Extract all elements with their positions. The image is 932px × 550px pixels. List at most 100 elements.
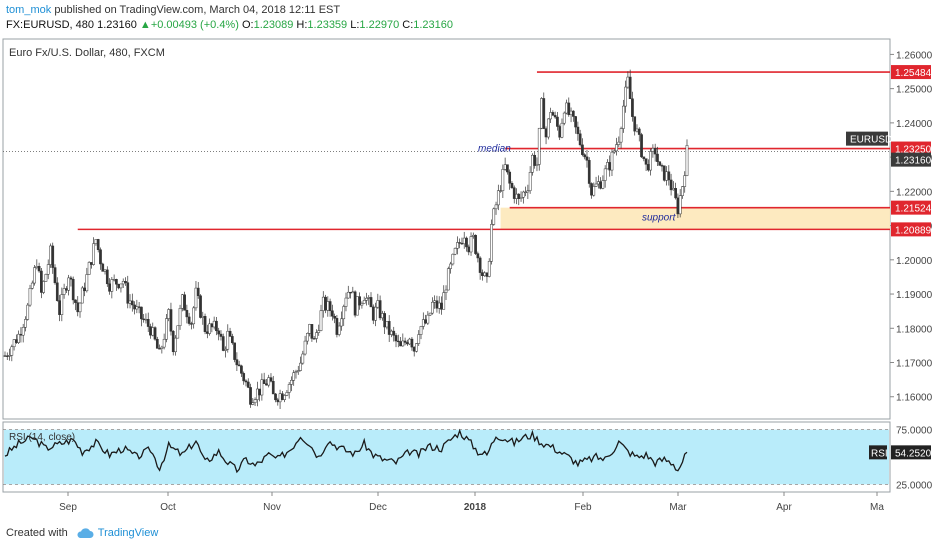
candle-body — [631, 98, 634, 117]
candle-body — [276, 399, 280, 403]
candle-body — [321, 296, 325, 311]
publish-info: tom_mok published on TradingView.com, Ma… — [6, 4, 340, 16]
candle-body — [99, 249, 102, 265]
candle-body — [624, 86, 627, 107]
candle-body — [431, 301, 434, 314]
candle-body — [331, 310, 334, 317]
candle-body — [37, 266, 41, 272]
candle-body — [42, 281, 45, 293]
candle-body — [201, 316, 205, 318]
candle-body — [581, 144, 584, 155]
price-level-tag-label: 1.20889 — [895, 225, 932, 236]
y-tick-label: 1.17000 — [896, 359, 932, 370]
current-price-tag — [891, 152, 931, 167]
candle-body — [456, 242, 459, 249]
candle-body — [392, 330, 396, 336]
candle-body — [12, 339, 16, 348]
candle-body — [101, 263, 105, 272]
candle-body — [476, 253, 480, 259]
candle-body — [340, 318, 343, 327]
candle-body — [280, 393, 284, 400]
high-label: H: — [296, 19, 308, 31]
symbol-label: FX:EURUSD, 480 — [6, 19, 95, 31]
candle-body — [105, 269, 109, 285]
candle-body — [628, 76, 632, 100]
support-zone — [500, 207, 890, 230]
price-chart[interactable]: Euro Fx/U.S. Dollar, 480, FXCM support me… — [0, 36, 932, 522]
candle-body — [8, 355, 11, 357]
candle-body — [249, 387, 252, 405]
candle-body — [612, 150, 616, 153]
candle-body — [96, 239, 100, 250]
candle-body — [155, 338, 159, 349]
candle-body — [21, 327, 25, 336]
candle-body — [162, 338, 166, 348]
candle-body — [667, 171, 671, 181]
candle-body — [465, 237, 468, 248]
candle-body — [387, 321, 391, 335]
candle-body — [508, 171, 512, 184]
candle-body — [49, 245, 52, 265]
candle-body — [460, 242, 464, 245]
current-price-tag-label: 1.23160 — [895, 156, 932, 167]
candle-body — [203, 316, 207, 332]
candle-body — [615, 144, 618, 152]
candle-body — [140, 306, 143, 320]
price-level-tag — [891, 222, 931, 237]
candle-body — [228, 330, 232, 337]
candle-body — [344, 297, 348, 307]
candle-body — [544, 128, 548, 138]
candle-body — [187, 316, 191, 324]
x-tick-label: Ma — [870, 502, 884, 513]
candle-body — [415, 343, 418, 352]
candle-body — [290, 379, 293, 385]
candle-body — [301, 353, 305, 364]
candle-body — [585, 156, 589, 161]
candle-body — [635, 128, 639, 132]
candle-body — [160, 346, 164, 349]
chart-title: Euro Fx/U.S. Dollar, 480, FXCM — [9, 47, 165, 59]
candle-body — [33, 267, 36, 284]
candle-body — [274, 393, 277, 401]
candle-body — [55, 282, 59, 301]
candle-body — [526, 190, 530, 193]
rsi-tick-label: 25.0000 — [896, 480, 932, 491]
candle-body — [121, 281, 125, 285]
candle-body — [244, 380, 248, 383]
candle-body — [15, 339, 18, 343]
tradingview-brand-link[interactable]: TradingView — [97, 527, 159, 539]
created-with-text: Created with — [6, 527, 68, 539]
candle-body — [531, 154, 534, 173]
candle-body — [119, 283, 123, 289]
candle-body — [196, 287, 200, 296]
candle-body — [437, 302, 441, 309]
candle-body — [417, 334, 421, 344]
chart-header: tom_mok published on TradingView.com, Ma… — [0, 0, 932, 36]
close-label: C: — [402, 19, 414, 31]
rsi-value-tag — [891, 445, 931, 460]
candle-body — [315, 332, 318, 339]
candle-body — [512, 187, 516, 199]
candle-body — [303, 340, 307, 355]
median-label: median — [478, 144, 511, 155]
candle-body — [269, 377, 273, 382]
candle-body — [153, 327, 157, 340]
tradingview-logo-icon — [77, 528, 94, 538]
candle-body — [678, 195, 682, 215]
candle-body — [676, 197, 680, 215]
candle-body — [637, 128, 641, 135]
candle-body — [533, 154, 537, 166]
candle-body — [574, 116, 577, 128]
candle-body — [194, 287, 198, 309]
candle-body — [190, 323, 193, 325]
candle-body — [471, 234, 475, 237]
candle-body — [426, 314, 430, 324]
author-link[interactable]: tom_mok — [6, 4, 52, 16]
candle-body — [674, 188, 677, 199]
candle-body — [560, 122, 564, 138]
price-level-tag — [891, 141, 931, 156]
candle-body — [567, 102, 571, 115]
candle-body — [126, 282, 130, 304]
candle-body — [446, 268, 450, 291]
candle-body — [44, 274, 48, 282]
